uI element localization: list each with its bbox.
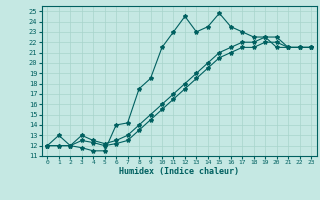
X-axis label: Humidex (Indice chaleur): Humidex (Indice chaleur) [119,167,239,176]
